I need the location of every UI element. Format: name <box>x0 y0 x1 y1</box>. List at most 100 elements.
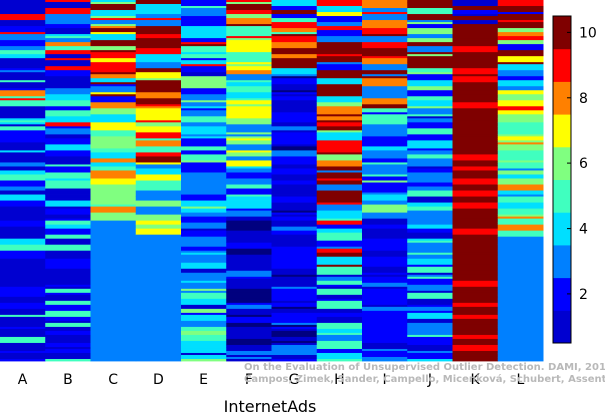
heatmap-cell-A <box>0 118 46 121</box>
heatmap-cell-D <box>135 264 182 268</box>
heatmap-cell-B <box>45 144 91 151</box>
heatmap-cell-F <box>226 144 272 151</box>
heatmap-cell-G <box>271 286 318 290</box>
x-tick-label-D: D <box>153 372 164 388</box>
heatmap-cell-G <box>271 280 318 288</box>
heatmap-cell-E <box>181 176 227 183</box>
heatmap-cell-F <box>226 270 272 278</box>
heatmap-cell-B <box>45 346 91 350</box>
heatmap-cell-A <box>0 26 46 31</box>
heatmap-cell-G <box>271 294 318 302</box>
heatmap-cell-G <box>271 118 318 123</box>
heatmap-cell-L <box>497 216 544 220</box>
heatmap-cell-F <box>226 220 272 228</box>
heatmap-cell-B <box>45 186 91 189</box>
heatmap-cell-A <box>0 142 46 147</box>
heatmap-cell-H <box>316 94 363 97</box>
heatmap-cell-J <box>407 232 453 240</box>
heatmap-cell-F <box>226 346 272 352</box>
heatmap-cell-K <box>452 0 499 7</box>
heatmap-cell-H <box>316 280 363 286</box>
heatmap-cell-F <box>226 86 272 93</box>
heatmap-cell-F <box>226 134 272 137</box>
heatmap-cell-I <box>362 188 408 193</box>
heatmap-cell-F <box>226 258 272 264</box>
heatmap-cell-A <box>0 80 46 83</box>
heatmap-cell-C <box>90 220 137 226</box>
heatmap-cell-A <box>0 54 46 59</box>
heatmap-cell-F <box>226 32 272 37</box>
x-axis-title: InternetAds <box>224 397 317 413</box>
heatmap-cell-H <box>316 304 363 310</box>
heatmap-cell-L <box>497 174 544 179</box>
heatmap-cell-K <box>452 318 499 322</box>
heatmap-cell-D <box>135 252 182 258</box>
heatmap-cell-E <box>181 72 227 77</box>
heatmap-cell-H <box>316 294 363 300</box>
heatmap-cell-K <box>452 240 499 244</box>
heatmap-cell-K <box>452 16 499 21</box>
heatmap-cell-F <box>226 316 272 324</box>
heatmap-cell-I <box>362 242 408 246</box>
heatmap-cell-L <box>497 100 544 107</box>
heatmap-cell-D <box>135 212 182 215</box>
heatmap-cell-C <box>90 248 137 252</box>
heatmap-cell-J <box>407 118 453 123</box>
heatmap-cell-G <box>271 34 318 37</box>
heatmap-cell-F <box>226 326 272 332</box>
heatmap-cell-H <box>316 196 363 203</box>
heatmap-cell-C <box>90 122 137 125</box>
heatmap-cell-B <box>45 126 91 129</box>
heatmap-cell-G <box>271 324 318 328</box>
heatmap-cell-A <box>0 2 46 9</box>
heatmap-cell-D <box>135 256 182 262</box>
colorbar-segment-2 <box>553 277 571 311</box>
heatmap-cell-L <box>497 62 544 65</box>
heatmap-cell-L <box>497 20 544 23</box>
heatmap-cell-G <box>271 48 318 55</box>
heatmap-cell-C <box>90 108 137 111</box>
heatmap-cell-A <box>0 358 46 362</box>
heatmap-cell-E <box>181 340 227 346</box>
heatmap-cell-F <box>226 18 272 25</box>
heatmap-cell-J <box>407 206 453 211</box>
heatmap-cell-A <box>0 352 46 360</box>
heatmap-cell-A <box>0 162 46 167</box>
heatmap-cell-I <box>362 28 408 35</box>
heatmap-cell-J <box>407 334 453 338</box>
heatmap-cell-F <box>226 298 272 304</box>
heatmap-cell-J <box>407 306 453 312</box>
heatmap-cell-K <box>452 82 499 85</box>
heatmap-cell-A <box>0 268 46 274</box>
heatmap-cell-B <box>45 42 91 47</box>
heatmap-cell-G <box>271 22 318 29</box>
heatmap-cell-D <box>135 186 182 191</box>
heatmap-cell-G <box>271 164 318 169</box>
heatmap-cell-L <box>497 184 544 191</box>
heatmap-cell-G <box>271 78 318 85</box>
heatmap-cell-L <box>497 324 544 328</box>
heatmap-cell-F <box>226 160 272 167</box>
colorbar-tick-label-8: 8 <box>579 91 588 107</box>
heatmap-cell-E <box>181 102 227 107</box>
heatmap-cell-G <box>271 28 318 33</box>
heatmap-cell-D <box>135 62 182 69</box>
heatmap-cell-L <box>497 284 544 288</box>
heatmap-cell-B <box>45 358 91 362</box>
heatmap-cell-F <box>226 194 272 197</box>
heatmap-cell-J <box>407 122 453 129</box>
heatmap-cell-J <box>407 128 453 131</box>
heatmap-cell-F <box>226 344 272 348</box>
heatmap-cell-G <box>271 246 318 250</box>
heatmap-cell-D <box>135 60 182 63</box>
heatmap-cell-I <box>362 146 408 149</box>
heatmap-cell-K <box>452 186 499 191</box>
heatmap-cell-I <box>362 20 408 23</box>
heatmap-cell-H <box>316 218 363 222</box>
heatmap-cell-C <box>90 328 137 334</box>
heatmap-cell-G <box>271 180 318 185</box>
heatmap-cell-A <box>0 314 46 318</box>
heatmap-cell-I <box>362 256 408 264</box>
heatmap-cell-C <box>90 96 137 103</box>
heatmap-cell-J <box>407 228 453 234</box>
